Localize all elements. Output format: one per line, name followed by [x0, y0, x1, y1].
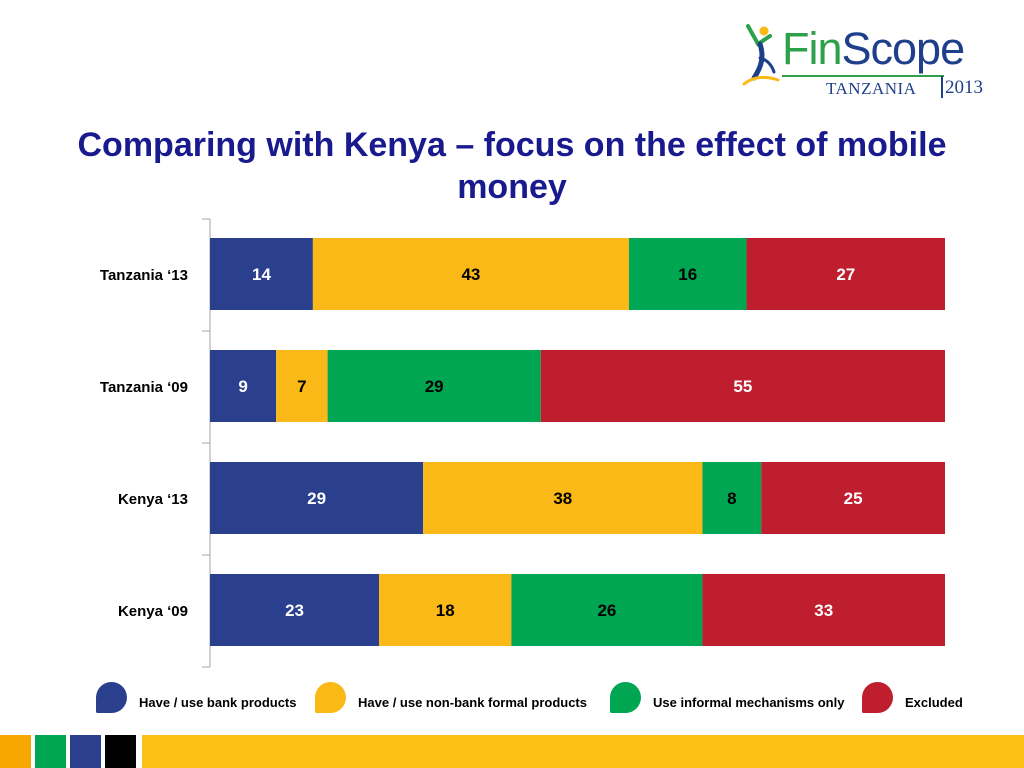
data-label: 7 — [297, 377, 306, 396]
category-label: Kenya ‘09 — [118, 603, 188, 620]
legend-swatch — [610, 682, 641, 713]
bar-segment — [628, 238, 747, 310]
category-label: Tanzania ‘09 — [100, 379, 188, 396]
logo-underline — [782, 75, 944, 77]
footer-green-block — [35, 735, 66, 768]
data-label: 9 — [238, 377, 247, 396]
footer-navy-block — [70, 735, 101, 768]
data-label: 55 — [733, 377, 752, 396]
data-label: 38 — [553, 489, 572, 508]
footer-band — [0, 735, 1024, 768]
logo-country: TANZANIA — [826, 79, 917, 98]
stacked-bar-chart: 14 43 16 27 9 7 29 55 29 38 8 25 23 18 26 33 Tanzania ‘… — [100, 218, 945, 668]
legend-label: Have / use non-bank formal products — [358, 695, 587, 710]
footer-black-block — [105, 735, 136, 768]
bar-segment — [761, 462, 945, 534]
data-label: 23 — [285, 601, 304, 620]
category-label: Kenya ‘13 — [118, 491, 188, 508]
legend-label: Use informal mechanisms only — [653, 695, 845, 710]
bar-segment — [327, 350, 541, 422]
finscope-logo: FinScope TANZANIA 2013 — [740, 20, 1010, 100]
chart-axis — [202, 218, 211, 668]
chart-legend: Have / use bank products Have / use non-b… — [0, 680, 1024, 720]
bar-segment — [210, 350, 277, 422]
bar-segment — [210, 574, 380, 646]
bar-segment — [210, 238, 313, 310]
data-label: 27 — [836, 265, 855, 284]
bar-segment — [312, 238, 629, 310]
data-label: 25 — [844, 489, 863, 508]
data-label: 29 — [425, 377, 444, 396]
footer-orange-block — [0, 735, 31, 768]
logo-year: 2013 — [945, 77, 983, 98]
legend-swatch — [96, 682, 127, 713]
bar-segment — [379, 574, 512, 646]
figure-icon — [742, 24, 780, 86]
footer-yellow-band — [142, 735, 1024, 768]
data-label: 14 — [252, 265, 271, 284]
legend-swatch — [315, 682, 346, 713]
legend-label: Excluded — [905, 695, 963, 710]
data-label: 8 — [727, 489, 736, 508]
data-label: 16 — [678, 265, 697, 284]
category-label: Tanzania ‘13 — [100, 267, 188, 284]
bar-segment — [423, 462, 703, 534]
data-label: 29 — [307, 489, 326, 508]
bar-segment — [702, 462, 762, 534]
bar-segment — [210, 462, 424, 534]
bar-segment — [276, 350, 328, 422]
data-label: 18 — [436, 601, 455, 620]
bar-segment — [746, 238, 945, 310]
bar-segment — [540, 350, 945, 422]
legend-swatch — [862, 682, 893, 713]
bar-segment — [511, 574, 703, 646]
data-label: 43 — [461, 265, 480, 284]
data-label: 33 — [814, 601, 833, 620]
data-label: 26 — [597, 601, 616, 620]
logo-separator — [941, 76, 943, 98]
chart-category-labels: Tanzania ‘13 Tanzania ‘09 Kenya ‘13 Kenya ‘… — [100, 267, 188, 620]
logo-wordmark: FinScope — [782, 23, 965, 74]
chart-bars: 14 43 16 27 9 7 29 55 29 38 8 25 23 18 26 33 — [210, 238, 945, 646]
legend-label: Have / use bank products — [139, 695, 297, 710]
bar-segment — [702, 574, 945, 646]
chart-title: Comparing with Kenya – focus on the effe… — [77, 126, 947, 206]
